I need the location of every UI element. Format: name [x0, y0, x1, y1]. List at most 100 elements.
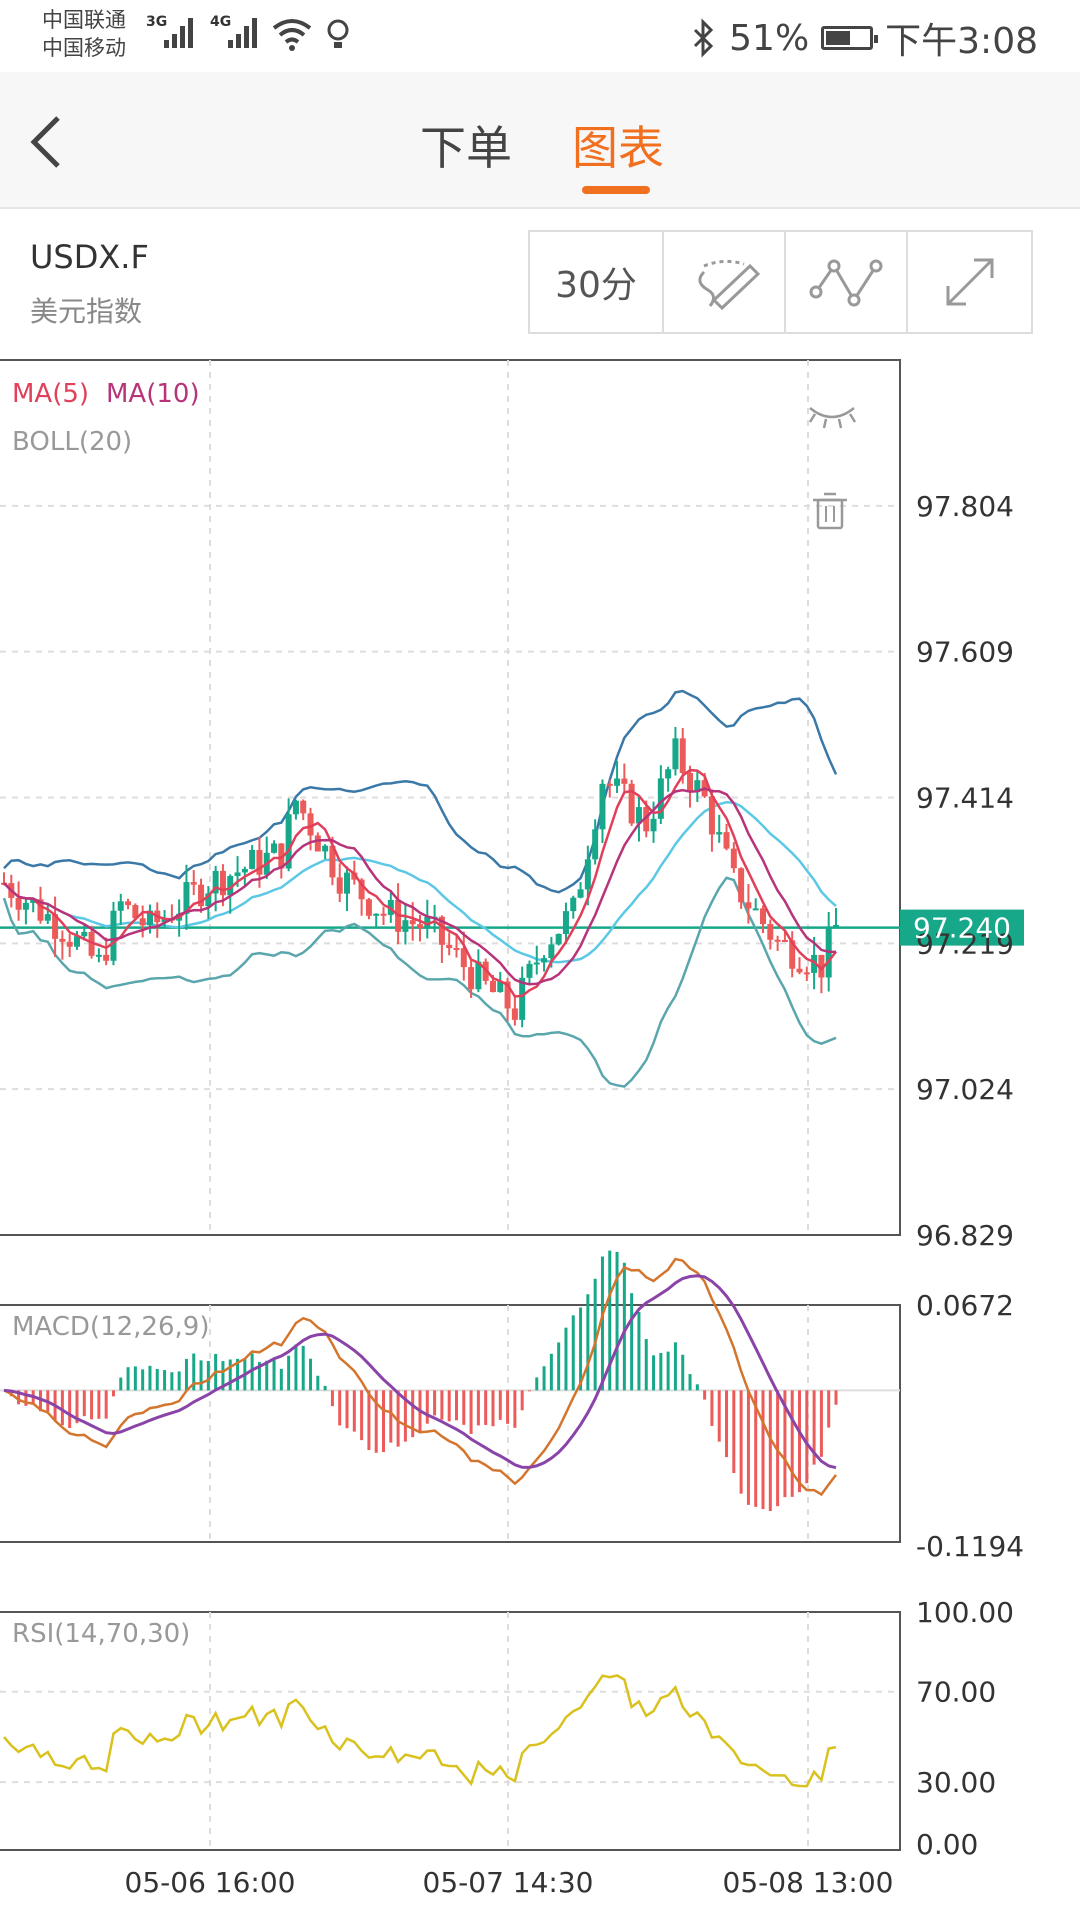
current-price-label: 97.240 — [913, 912, 1011, 945]
tab-chart[interactable]: 图表 — [572, 121, 664, 175]
carrier1-label: 中国联通 — [42, 8, 126, 32]
candle-body — [592, 829, 599, 860]
candle-body — [117, 901, 124, 911]
candle-body — [95, 954, 102, 957]
price-axis-label: 97.024 — [916, 1073, 1014, 1106]
candle-body — [146, 910, 153, 926]
candle-body — [570, 897, 577, 912]
candle-body — [183, 882, 190, 914]
candle-body — [373, 913, 380, 916]
hide-eye-icon[interactable] — [808, 407, 857, 429]
candle-body — [241, 868, 248, 873]
candle-body — [81, 931, 88, 937]
candle-body — [307, 813, 314, 836]
macd-legend: MACD(12,26,9) — [12, 1312, 209, 1342]
trash-icon[interactable] — [813, 492, 847, 530]
candle-body — [460, 948, 467, 968]
candle-body — [446, 944, 453, 949]
rsi-axis-label: 0.00 — [916, 1828, 978, 1861]
price-axis-label: 96.829 — [916, 1219, 1014, 1252]
bulb-icon — [327, 19, 349, 48]
candle-body — [73, 936, 80, 947]
candle-body — [212, 870, 219, 894]
fullscreen-button[interactable] — [908, 232, 1031, 332]
status-bar: 中国联通 中国移动 3G 4G 51% 下午3:08 — [0, 0, 1080, 72]
indicator-button[interactable] — [786, 232, 908, 332]
time-axis-label: 05-07 14:30 — [423, 1866, 594, 1899]
candle-body — [584, 859, 591, 890]
boll-legend: BOLL(20) — [12, 427, 132, 457]
candle-body — [125, 901, 132, 906]
candle-body — [417, 924, 423, 929]
candle-body — [738, 868, 745, 903]
candle-body — [606, 783, 613, 786]
candle-body — [285, 814, 292, 869]
candle-body — [438, 916, 445, 945]
price-axis-label: 97.609 — [916, 636, 1014, 669]
macd-axis-max: 0.0672 — [916, 1289, 1014, 1322]
candle-body — [519, 977, 526, 1020]
candle-body — [103, 954, 110, 961]
candle-body — [475, 961, 482, 990]
candle-body — [344, 872, 351, 894]
candle-body — [409, 920, 416, 925]
rsi-axis-label: 100.00 — [916, 1596, 1014, 1629]
rsi-legend: RSI(14,70,30) — [12, 1619, 190, 1649]
candle-body — [621, 778, 628, 784]
candle-body — [256, 849, 263, 875]
candle-body — [781, 939, 788, 942]
candle-body — [541, 958, 548, 963]
tab-order[interactable]: 下单 — [420, 121, 512, 175]
candle-body — [292, 800, 299, 815]
candle-body — [88, 931, 95, 956]
price-panel-frame — [0, 359, 901, 1236]
candle-body — [66, 941, 73, 947]
candle-body — [657, 778, 664, 819]
top-nav-bar: 下单 图表 — [0, 72, 1080, 209]
battery-icon — [821, 26, 879, 50]
candle-body — [745, 902, 752, 909]
candle-body — [358, 879, 365, 900]
candle-body — [227, 875, 234, 896]
candle-body — [818, 954, 825, 978]
candle-body — [424, 916, 431, 929]
instrument-name: 美元指数 — [30, 295, 143, 328]
signal-bars-icon — [164, 18, 193, 48]
candle-body — [708, 796, 715, 835]
candle-body — [198, 884, 205, 907]
carrier2-label: 中国移动 — [42, 36, 126, 60]
active-tab-indicator — [582, 186, 650, 194]
timeframe-button[interactable]: 30分 — [530, 232, 664, 332]
candle-body — [351, 872, 358, 880]
candle-body — [555, 933, 562, 945]
candle-body — [52, 914, 59, 939]
candle-body — [329, 845, 336, 878]
candle-body — [234, 872, 241, 876]
candle-body — [205, 893, 212, 907]
ma5-line — [3, 768, 837, 998]
network-3g-label: 3G — [146, 14, 168, 30]
candle-body — [314, 835, 321, 852]
status-right: 51% 下午3:08 — [691, 12, 1038, 64]
candle-body — [752, 908, 759, 911]
wifi-icon — [272, 19, 312, 51]
candle-body — [132, 905, 139, 919]
candle-body — [679, 738, 686, 773]
candle-body — [15, 897, 22, 910]
candle-body — [511, 1008, 518, 1020]
candle-body — [336, 877, 343, 894]
back-arrow-icon[interactable] — [28, 112, 68, 172]
time-axis-label: 05-06 16:00 — [125, 1866, 296, 1899]
candle-body — [322, 845, 329, 852]
macd-dea-line — [3, 1274, 837, 1470]
candle-body — [468, 967, 475, 990]
candle-body — [643, 807, 650, 832]
candle-body — [271, 843, 278, 853]
candle-body — [599, 783, 606, 830]
candle-body — [730, 848, 737, 869]
candle-body — [497, 981, 504, 993]
time-axis-label: 05-08 13:00 — [723, 1866, 894, 1899]
draw-button[interactable] — [664, 232, 786, 332]
carrier-info: 中国联通 中国移动 — [42, 6, 126, 62]
